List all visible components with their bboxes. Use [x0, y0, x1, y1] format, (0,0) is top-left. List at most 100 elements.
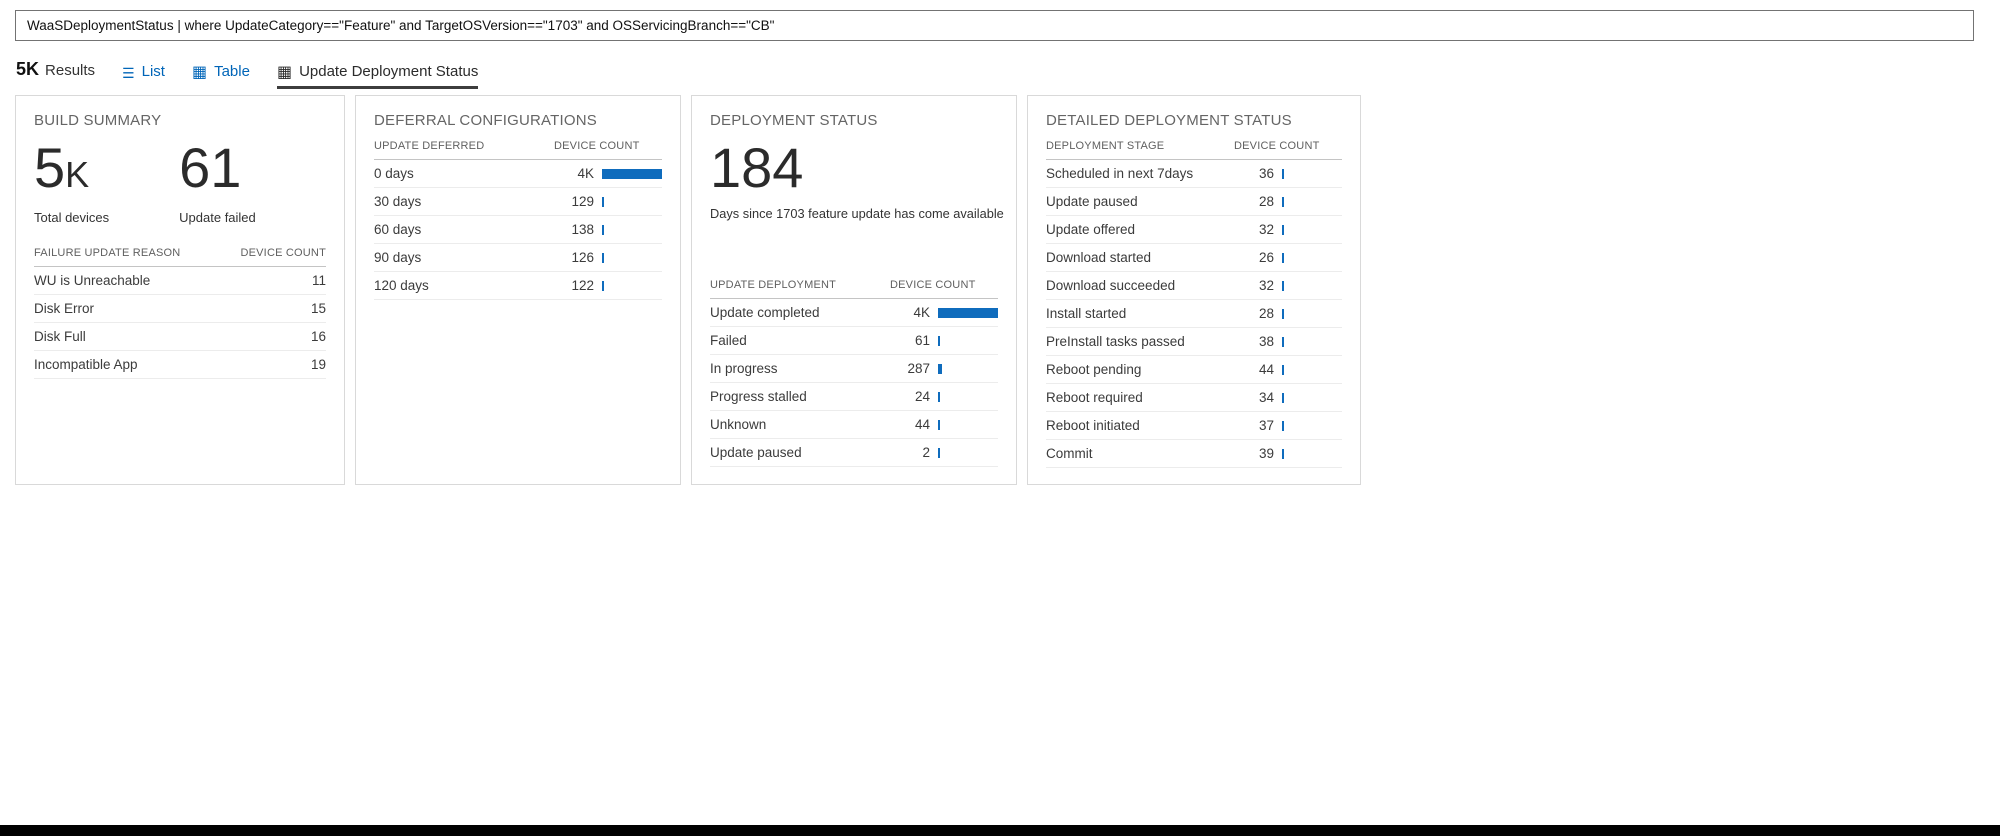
tab-list-label: List: [141, 63, 165, 80]
bar: [1282, 280, 1284, 291]
metric-value: 5K: [34, 136, 90, 199]
tab-update-deployment-status[interactable]: Update Deployment Status: [276, 63, 479, 89]
deferral-table: UPDATE DEFERRED DEVICE COUNT 0 days 4K 3…: [374, 140, 662, 300]
bar-track: [1282, 160, 1342, 187]
bar-track: [1282, 384, 1342, 411]
bar: [938, 335, 940, 346]
metric-value: 184: [710, 136, 804, 199]
bar: [1282, 448, 1284, 459]
bar-track: [602, 272, 662, 299]
results-count: 5K: [16, 59, 40, 79]
column-header: DEPLOYMENT STAGE: [1046, 140, 1165, 152]
bar: [938, 447, 940, 458]
tab-update-deployment-status-label: Update Deployment Status: [299, 63, 479, 80]
column-header: FAILURE UPDATE REASON: [34, 247, 181, 259]
bar: [1282, 168, 1284, 179]
metric-label: Total devices: [34, 210, 110, 225]
table-row[interactable]: Update paused 28: [1046, 188, 1342, 216]
tab-list[interactable]: List: [122, 63, 165, 89]
bar: [602, 280, 604, 291]
dashboard-cards: BUILD SUMMARY 5K Total devices 61 Update…: [15, 95, 1361, 485]
table-row[interactable]: Scheduled in next 7days 36: [1046, 160, 1342, 188]
metric-caption: Days since 1703 feature update has come …: [710, 206, 1004, 221]
bar-track: [938, 383, 998, 410]
table-row[interactable]: Disk Error 15: [34, 295, 326, 323]
bar-track: [1282, 216, 1342, 243]
column-header: UPDATE DEFERRED: [374, 140, 485, 152]
card-deferral-configurations: DEFERRAL CONFIGURATIONS UPDATE DEFERRED …: [355, 95, 681, 485]
grid-icon: [277, 65, 292, 81]
results-summary: 5K Results: [16, 59, 95, 89]
results-tab-bar: 5K Results List Table Update Deployment …: [16, 55, 479, 89]
table-row[interactable]: Reboot initiated 37: [1046, 412, 1342, 440]
table-row[interactable]: PreInstall tasks passed 38: [1046, 328, 1342, 356]
table-row[interactable]: 60 days 138: [374, 216, 662, 244]
table-row[interactable]: 30 days 129: [374, 188, 662, 216]
table-header: UPDATE DEFERRED DEVICE COUNT: [374, 140, 662, 160]
table-header: FAILURE UPDATE REASON DEVICE COUNT: [34, 247, 326, 267]
table-row[interactable]: Install started 28: [1046, 300, 1342, 328]
bar: [1282, 364, 1284, 375]
bar: [1282, 336, 1284, 347]
card-title: DETAILED DEPLOYMENT STATUS: [1046, 112, 1292, 129]
bar-track: [1282, 244, 1342, 271]
column-header: UPDATE DEPLOYMENT: [710, 279, 837, 291]
table-row[interactable]: Reboot pending 44: [1046, 356, 1342, 384]
metric-days-since: 184 Days since 1703 feature update has c…: [710, 136, 1004, 222]
bar-track: [1282, 412, 1342, 439]
table-row[interactable]: 0 days 4K: [374, 160, 662, 188]
results-label: Results: [45, 62, 96, 79]
bar: [1282, 252, 1284, 263]
card-title: BUILD SUMMARY: [34, 112, 162, 129]
bar: [602, 224, 605, 235]
card-deployment-status: DEPLOYMENT STATUS 184 Days since 1703 fe…: [691, 95, 1017, 485]
table-row[interactable]: Download succeeded 32: [1046, 272, 1342, 300]
bar: [1282, 308, 1284, 319]
build-summary-metrics: 5K Total devices 61 Update failed: [34, 136, 326, 226]
table-row[interactable]: Update offered 32: [1046, 216, 1342, 244]
bar: [938, 363, 943, 374]
column-header: DEVICE COUNT: [554, 140, 640, 152]
bar-track: [1282, 300, 1342, 327]
column-header: DEVICE COUNT: [1234, 140, 1320, 152]
table-row[interactable]: 120 days 122: [374, 272, 662, 300]
bar: [602, 168, 662, 179]
table-row[interactable]: Update completed 4K: [710, 299, 998, 327]
bar-track: [1282, 188, 1342, 215]
bar-track: [938, 355, 998, 382]
bar-track: [938, 327, 998, 354]
table-row[interactable]: In progress 287: [710, 355, 998, 383]
table-row[interactable]: Progress stalled 24: [710, 383, 998, 411]
bar: [938, 419, 940, 430]
bar: [1282, 420, 1284, 431]
table-row[interactable]: Commit 39: [1046, 440, 1342, 468]
card-build-summary: BUILD SUMMARY 5K Total devices 61 Update…: [15, 95, 345, 485]
table-row[interactable]: Reboot required 34: [1046, 384, 1342, 412]
table-row[interactable]: Disk Full 16: [34, 323, 326, 351]
table-row[interactable]: Update paused 2: [710, 439, 998, 467]
table-row[interactable]: 90 days 126: [374, 244, 662, 272]
bar-track: [1282, 272, 1342, 299]
metric-total-devices: 5K Total devices: [34, 136, 110, 226]
metric-update-failed: 61 Update failed: [179, 140, 256, 226]
bar-track: [602, 188, 662, 215]
bar-track: [938, 439, 998, 466]
table-row[interactable]: Download started 26: [1046, 244, 1342, 272]
failure-reason-table: FAILURE UPDATE REASON DEVICE COUNT WU is…: [34, 247, 326, 379]
query-input[interactable]: [16, 11, 1973, 40]
query-bar: [15, 10, 1974, 41]
metric-label: Update failed: [179, 210, 256, 225]
table-icon: [192, 65, 207, 81]
table-header: DEPLOYMENT STAGE DEVICE COUNT: [1046, 140, 1342, 160]
bar-track: [1282, 440, 1342, 467]
table-row[interactable]: Unknown 44: [710, 411, 998, 439]
card-title: DEPLOYMENT STATUS: [710, 112, 878, 129]
table-row[interactable]: WU is Unreachable 11: [34, 267, 326, 295]
table-row[interactable]: Incompatible App 19: [34, 351, 326, 379]
deployment-stage-table: DEPLOYMENT STAGE DEVICE COUNT Scheduled …: [1046, 140, 1342, 468]
bar: [1282, 224, 1284, 235]
table-row[interactable]: Failed 61: [710, 327, 998, 355]
bar: [938, 391, 940, 402]
bar: [1282, 392, 1284, 403]
tab-table[interactable]: Table: [192, 63, 250, 89]
